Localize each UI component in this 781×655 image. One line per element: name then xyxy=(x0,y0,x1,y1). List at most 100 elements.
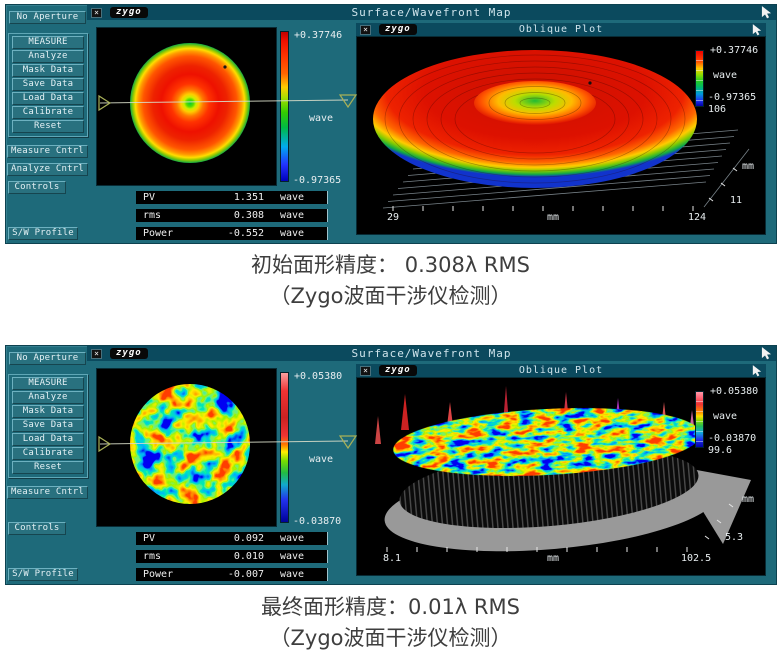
analyze-button[interactable]: Analyze xyxy=(12,50,84,63)
stat-row-pv: PV 0.092 wave xyxy=(136,532,328,545)
pointer-icon[interactable] xyxy=(752,24,762,36)
wavefront-map-image xyxy=(130,43,250,163)
metropro-window-final: × zygo Surface/Wavefront Map No Aperture… xyxy=(5,345,777,585)
stat-unit: wave xyxy=(280,228,305,239)
stat-label: Power xyxy=(143,569,174,580)
y-axis-min: 11 xyxy=(730,195,743,206)
sw-profile-button[interactable]: S/W Profile xyxy=(8,227,78,240)
map-colorbar-min: -0.03870 xyxy=(293,516,342,527)
stat-unit: wave xyxy=(280,533,305,544)
oblique-surface-3d xyxy=(375,386,751,552)
analyze-cntrl-button[interactable]: Analyze Cntrl xyxy=(7,163,88,176)
profile-slice-line[interactable] xyxy=(94,91,364,115)
oblique-plot-area[interactable]: +0.37746 wave -0.97365 106 29 mm 124 11 … xyxy=(356,36,766,235)
close-icon[interactable]: × xyxy=(360,365,371,376)
calibrate-button[interactable]: Calibrate xyxy=(12,106,84,119)
oblique-colorbar-unit: wave xyxy=(713,70,738,81)
pointer-icon[interactable] xyxy=(752,365,762,377)
profile-slice-line[interactable] xyxy=(94,432,364,456)
map-colorbar xyxy=(280,372,289,523)
stat-label: Power xyxy=(143,228,174,239)
caption-line1: 最终面形精度：0.01λ RMS xyxy=(261,595,520,619)
contour-lines xyxy=(384,54,686,184)
metropro-window-initial: × zygo Surface/Wavefront Map No Aperture… xyxy=(5,4,777,244)
oblique-colorbar-unit: wave xyxy=(713,411,738,422)
axis-ticks xyxy=(386,503,734,552)
stat-value: 1.351 xyxy=(233,192,264,203)
oblique-colorbar xyxy=(695,50,704,107)
oblique-plot-window: × zygo Oblique Plot xyxy=(356,364,766,576)
y-axis-label: mm xyxy=(742,161,755,172)
profile-left-handle[interactable] xyxy=(98,94,112,112)
no-aperture-button[interactable]: No Aperture xyxy=(9,11,86,24)
caption-final: 最终面形精度：0.01λ RMS （Zygo波面干涉仪检测） xyxy=(0,592,781,654)
stats-table: PV 1.351 wave rms 0.308 wave Power -0.55… xyxy=(136,191,328,245)
measure-cntrl-button[interactable]: Measure Cntrl xyxy=(7,486,88,499)
stat-value: 0.010 xyxy=(233,551,264,562)
y-axis-label: mm xyxy=(742,494,755,505)
controls-button[interactable]: Controls xyxy=(8,522,66,535)
caption-line2: （Zygo波面干涉仪检测） xyxy=(269,626,512,650)
map-colorbar-max: +0.37746 xyxy=(294,30,343,41)
stat-label: rms xyxy=(143,210,162,221)
stat-value: -0.552 xyxy=(227,228,264,239)
profile-right-handle[interactable] xyxy=(338,94,358,109)
surface-map-disk xyxy=(130,43,250,163)
stat-value: 0.092 xyxy=(233,533,264,544)
sw-profile-button[interactable]: S/W Profile xyxy=(8,568,78,581)
controls-button[interactable]: Controls xyxy=(8,181,66,194)
main-titlebar: × zygo Surface/Wavefront Map xyxy=(87,346,776,361)
oblique-plot-area[interactable]: +0.05380 wave -0.03870 99.6 8.1 mm 102.5… xyxy=(356,377,766,576)
data-marker-dot xyxy=(588,81,592,85)
oblique-titlebar: × zygo Oblique Plot xyxy=(356,364,766,377)
stat-row-power: Power -0.552 wave xyxy=(136,227,328,240)
zygo-logo: zygo xyxy=(379,365,417,376)
wavefront-map-2d[interactable] xyxy=(96,27,277,186)
map-colorbar-unit: wave xyxy=(309,113,334,124)
close-icon[interactable]: × xyxy=(91,7,102,18)
wavefront-map-2d[interactable] xyxy=(96,368,277,527)
mask-data-button[interactable]: Mask Data xyxy=(12,405,84,418)
close-icon[interactable]: × xyxy=(360,24,371,35)
window-title: Surface/Wavefront Map xyxy=(351,6,512,19)
save-data-button[interactable]: Save Data xyxy=(12,78,84,91)
slice-line xyxy=(99,99,349,104)
no-aperture-button[interactable]: No Aperture xyxy=(9,352,86,365)
close-icon[interactable]: × xyxy=(91,348,102,359)
measure-button[interactable]: MEASURE xyxy=(12,377,84,390)
stat-unit: wave xyxy=(280,551,305,562)
surface-pit xyxy=(474,81,596,125)
analyze-button[interactable]: Analyze xyxy=(12,391,84,404)
oblique-colorbar-min: -0.97365 xyxy=(708,92,757,103)
oblique-colorbar-extra: 106 xyxy=(708,104,727,115)
pointer-icon[interactable] xyxy=(761,347,772,360)
y-axis-min: 5.3 xyxy=(725,532,744,543)
map-colorbar-max: +0.05380 xyxy=(294,371,343,382)
x-axis-max: 102.5 xyxy=(681,553,712,564)
oblique-colorbar-max: +0.37746 xyxy=(710,45,759,56)
profile-left-handle[interactable] xyxy=(98,435,112,453)
x-axis-min: 8.1 xyxy=(383,553,402,564)
reset-button[interactable]: Reset xyxy=(12,461,84,474)
load-data-button[interactable]: Load Data xyxy=(12,92,84,105)
stat-row-rms: rms 0.010 wave xyxy=(136,550,328,563)
profile-right-handle[interactable] xyxy=(338,435,358,450)
pointer-icon[interactable] xyxy=(761,6,772,19)
stat-label: rms xyxy=(143,551,162,562)
save-data-button[interactable]: Save Data xyxy=(12,419,84,432)
load-data-button[interactable]: Load Data xyxy=(12,433,84,446)
x-axis-label: mm xyxy=(547,553,560,564)
stat-unit: wave xyxy=(280,569,305,580)
oblique-colorbar-min: -0.03870 xyxy=(708,433,757,444)
calibrate-button[interactable]: Calibrate xyxy=(12,447,84,460)
window-title: Surface/Wavefront Map xyxy=(351,347,512,360)
measure-button[interactable]: MEASURE xyxy=(12,36,84,49)
measure-cntrl-button[interactable]: Measure Cntrl xyxy=(7,145,88,158)
mask-data-button[interactable]: Mask Data xyxy=(12,64,84,77)
main-titlebar: × zygo Surface/Wavefront Map xyxy=(87,5,776,20)
zygo-logo: zygo xyxy=(110,348,148,359)
oblique-plot-window: × zygo Oblique Plot xyxy=(356,23,766,235)
reset-button[interactable]: Reset xyxy=(12,120,84,133)
wavefront-map-image xyxy=(130,384,250,504)
measure-button-group: MEASURE Analyze Mask Data Save Data Load… xyxy=(8,374,88,478)
